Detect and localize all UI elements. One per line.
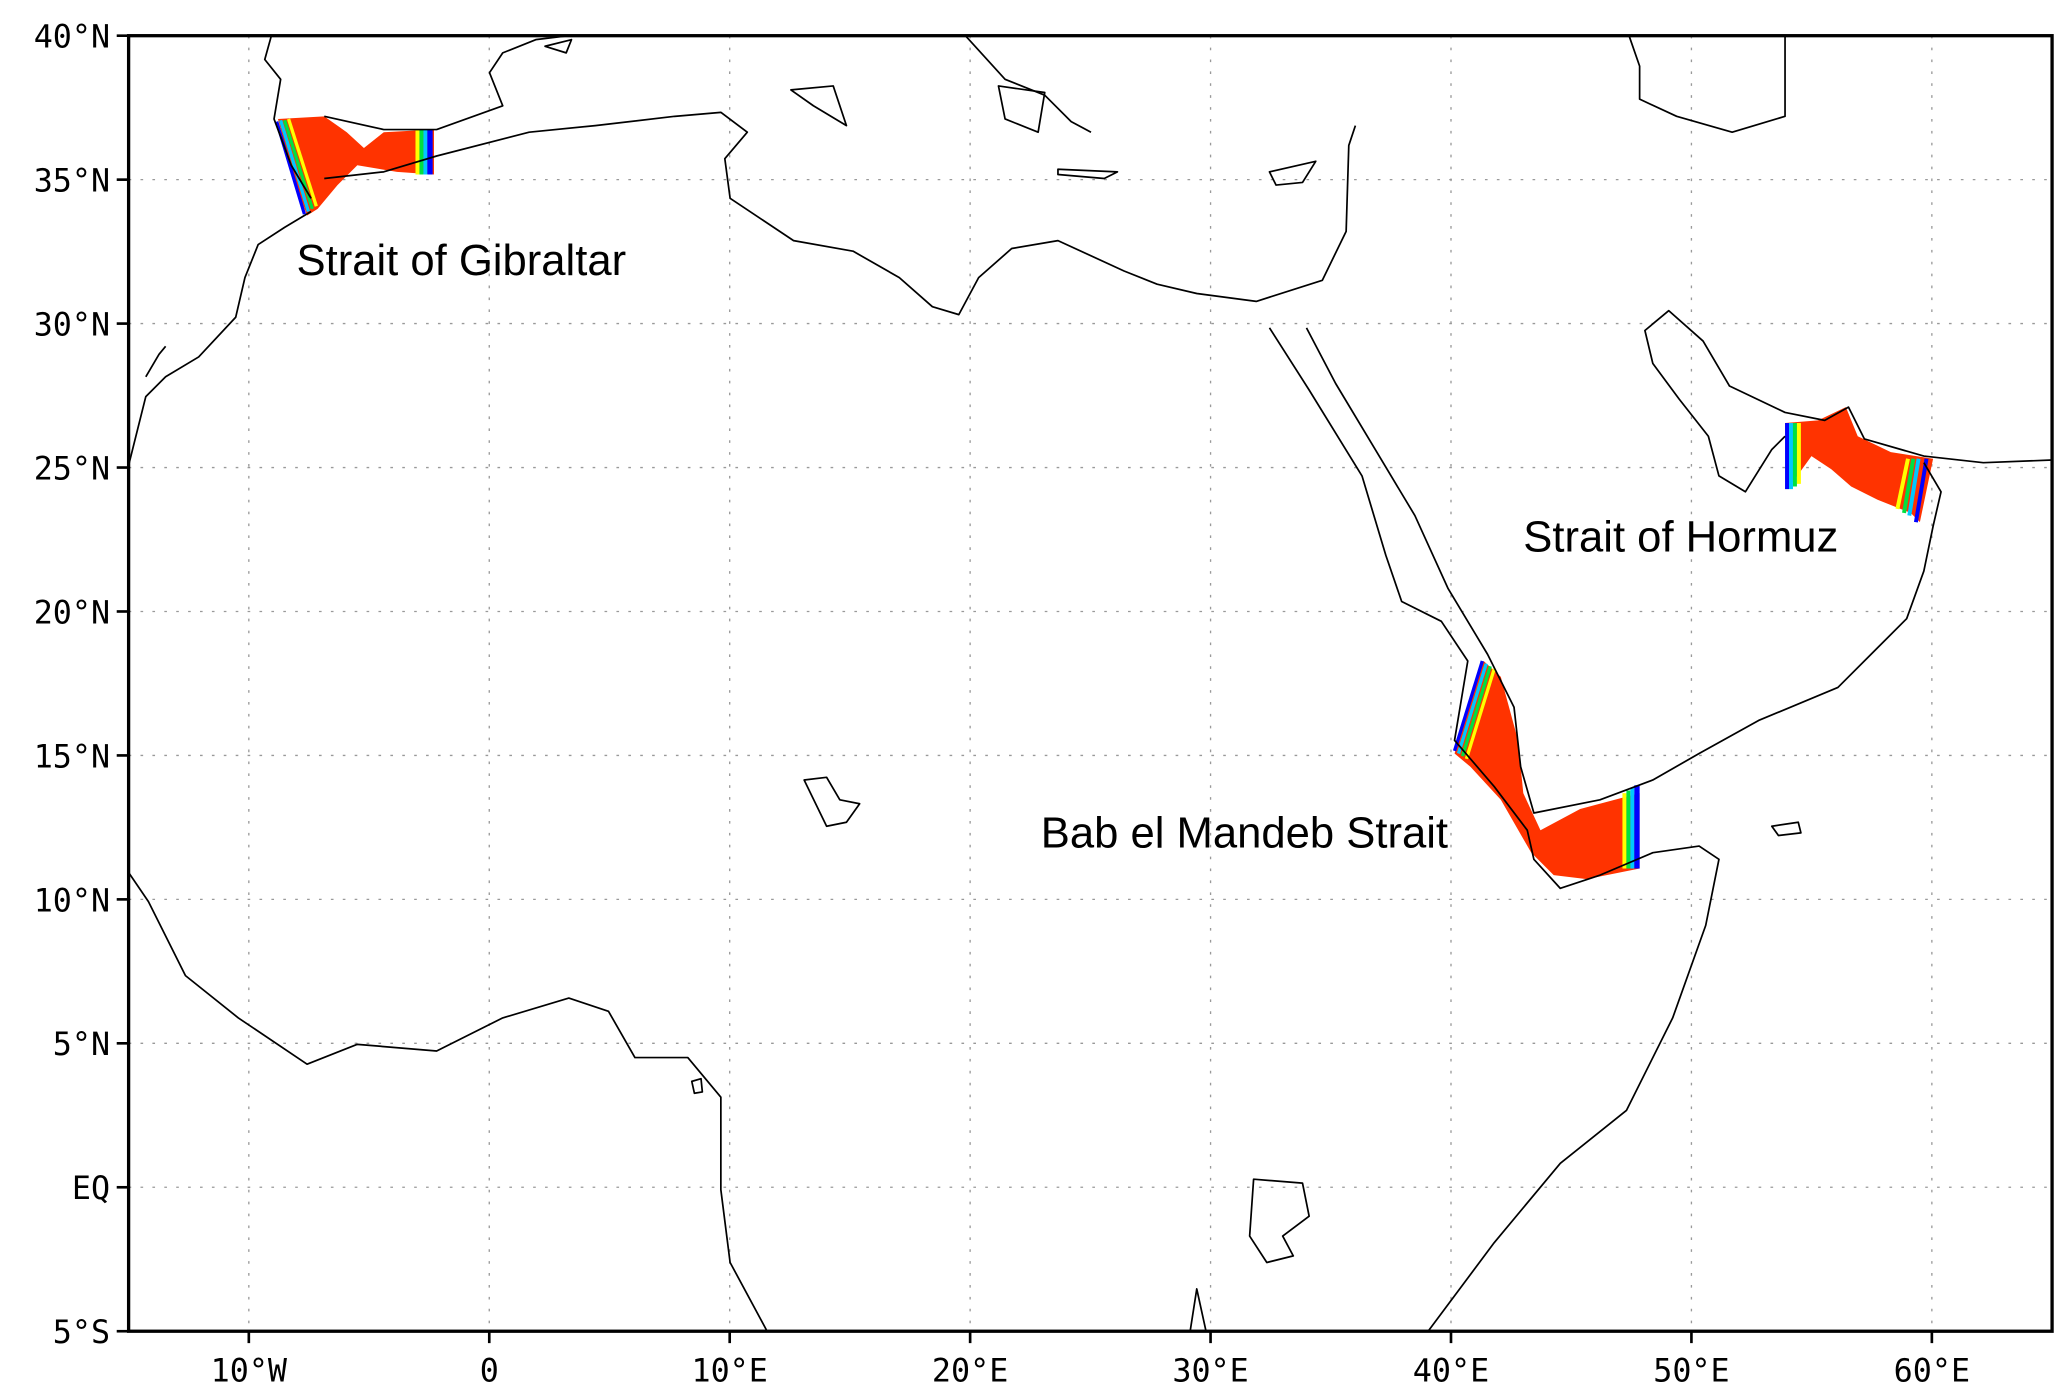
- y-tick-label: 15°N: [34, 739, 110, 775]
- x-tick-label: 50°E: [1653, 1353, 1729, 1389]
- label-strait-of-gibraltar: Strait of Gibraltar: [297, 237, 627, 285]
- graticule: [128, 35, 2053, 1332]
- y-tick-label: EQ: [72, 1171, 110, 1207]
- strait-region-gibraltar: [275, 116, 434, 216]
- x-tick-label: 60°E: [1894, 1353, 1970, 1389]
- x-tick-label: 10°W: [211, 1353, 288, 1389]
- y-tick-label: 5°S: [53, 1315, 110, 1351]
- y-tick-label: 5°N: [53, 1027, 110, 1063]
- x-tick-label: 20°E: [932, 1353, 1008, 1389]
- y-tick-label: 25°N: [34, 451, 110, 487]
- x-tick-label: 40°E: [1413, 1353, 1489, 1389]
- y-tick-label: 20°N: [34, 595, 110, 631]
- strait-region-bab-el-mandeb: [1452, 660, 1640, 880]
- x-tick-label: 10°E: [691, 1353, 767, 1389]
- x-tick-label: 30°E: [1172, 1353, 1248, 1389]
- y-tick-label: 40°N: [34, 20, 110, 56]
- label-strait-of-hormuz: Strait of Hormuz: [1523, 513, 1838, 561]
- label-bab-el-mandeb-strait: Bab el Mandeb Strait: [1041, 809, 1448, 857]
- y-tick-label: 30°N: [34, 307, 110, 343]
- coastlines: [127, 34, 2053, 1332]
- y-tick-label: 10°N: [34, 883, 110, 919]
- x-tick-label: 0: [480, 1353, 499, 1389]
- strait-region-hormuz: [1785, 407, 1934, 523]
- axes: 10°W 0 10°E 20°E 30°E 40°E 50°E 60°E 40°N 35°N 30°…: [34, 20, 2054, 1389]
- y-tick-label: 35°N: [34, 164, 110, 200]
